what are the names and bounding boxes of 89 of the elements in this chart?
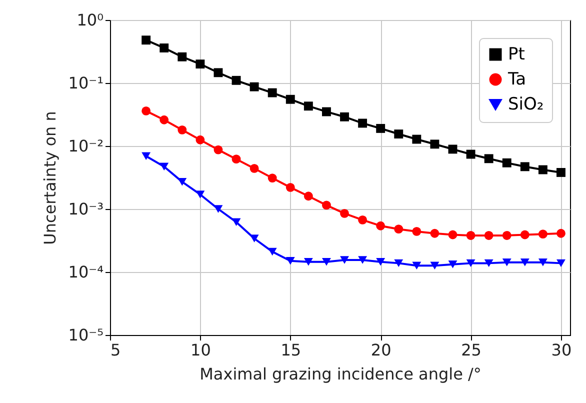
point [340,112,349,122]
x-axis-title: Maximal grazing incidence angle /° [200,364,482,384]
point [556,228,566,238]
y-tick-label: 10⁻² [68,136,104,156]
legend-label: Pt [508,44,526,64]
point [466,231,476,240]
point [394,259,404,268]
point [412,262,422,270]
point [214,68,223,78]
point [520,162,530,172]
point [178,52,187,62]
point [250,82,259,92]
point [340,256,349,264]
point [232,218,241,226]
point [448,260,458,268]
y-tick-label: 10⁻³ [68,200,104,218]
point [232,154,241,164]
point [322,258,331,266]
point [322,200,331,210]
point [250,234,259,242]
point [412,227,422,236]
point [556,259,566,268]
point [232,76,241,85]
point [304,192,313,201]
point [160,115,169,124]
point [538,165,548,174]
point [502,158,512,168]
point [286,257,295,265]
point [142,152,151,160]
point [502,231,512,240]
point [358,215,368,224]
point [196,135,205,144]
point [484,259,494,268]
point [268,174,277,183]
point [502,258,512,266]
point [376,221,386,230]
point [322,107,331,116]
y-tick-label: 10⁻⁴ [68,262,104,282]
point [394,224,404,234]
x-tick-label: 20 [370,340,392,360]
point [448,230,458,240]
point [358,256,368,264]
point [412,134,422,144]
x-tick-label: 15 [280,340,302,360]
point [214,205,223,213]
point [520,230,530,240]
point [556,168,566,177]
point [268,248,277,256]
point [520,258,530,266]
point [394,130,404,138]
point [160,43,169,52]
point [214,145,223,154]
point [178,178,187,186]
point [268,88,277,98]
point [430,262,440,270]
point [376,258,386,266]
legend-label: Ta [507,70,526,90]
point [358,118,368,128]
x-tick-label: 30 [551,340,572,360]
point [466,259,476,268]
y-tick-label: 10⁻⁵ [68,326,104,344]
x-tick-label: 5 [110,340,121,360]
point [196,60,205,69]
point [538,258,548,266]
point [304,258,313,266]
x-tick-label: 25 [461,340,482,360]
y-tick-label: 10⁰ [76,10,104,30]
point [178,125,187,134]
x-tick-label: 10 [190,340,211,360]
point [286,182,295,192]
point [466,150,476,159]
point [286,94,295,104]
point [160,162,169,171]
point [196,190,205,198]
point [142,106,151,116]
point [538,230,548,239]
y-axis-title: Uncertainty on n [40,111,60,245]
point [484,154,494,164]
point [484,231,494,240]
point [250,164,259,173]
point [304,102,313,111]
point [340,208,349,218]
y-tick-label: 10⁻¹ [68,74,104,92]
point [142,36,151,45]
point [430,140,440,149]
legend-label: SiO₂ [508,94,544,114]
point [430,228,440,238]
point [376,124,386,133]
point [448,144,458,154]
